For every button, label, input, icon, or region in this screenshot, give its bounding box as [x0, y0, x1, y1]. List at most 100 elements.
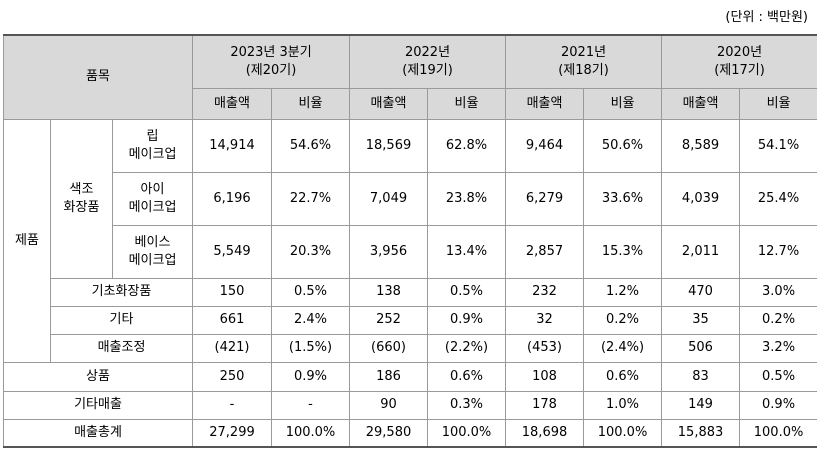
cell-ratio: (1.5%) — [271, 333, 350, 363]
period-year: 2023년 3분기 — [230, 44, 312, 60]
cell-sales: 29,580 — [349, 418, 428, 448]
cell-ratio: 100.0% — [739, 418, 817, 448]
header-period-2020: 2020년 (제17기) — [661, 34, 817, 89]
cell-sales: 4,039 — [661, 171, 741, 226]
cell-ratio: 54.1% — [739, 118, 817, 173]
row-label: 기타 — [50, 305, 193, 335]
period-term: (제20기) — [245, 62, 297, 78]
cell-sales: 8,589 — [661, 118, 741, 173]
cell-ratio: - — [271, 390, 350, 420]
cell-ratio: 0.6% — [426, 361, 507, 392]
row-label: 기초화장품 — [50, 277, 193, 307]
cell-ratio: 3.0% — [739, 277, 817, 307]
header-sales: 매출액 — [349, 87, 428, 120]
row-label-total: 매출총계 — [3, 418, 193, 448]
row-label: 립 메이크업 — [112, 118, 193, 173]
period-term: (제18기) — [558, 62, 609, 78]
cell-ratio: 1.0% — [583, 390, 663, 420]
cell-ratio: 33.6% — [583, 171, 663, 226]
cell-ratio: 23.8% — [426, 171, 507, 226]
period-year: 2021년 — [561, 44, 607, 60]
cell-ratio: 0.6% — [583, 361, 663, 392]
header-ratio: 비율 — [583, 87, 663, 120]
cell-sales: (660) — [349, 333, 428, 363]
cell-sales: 35 — [661, 305, 741, 335]
cell-sales: 32 — [505, 305, 585, 335]
cell-sales: 83 — [661, 361, 741, 392]
cell-sales: - — [192, 390, 272, 420]
cell-sales: 470 — [661, 277, 741, 307]
header-period-2021: 2021년 (제18기) — [505, 34, 663, 89]
row-label: 매출조정 — [50, 333, 193, 363]
cell-sales: 6,279 — [505, 171, 585, 226]
cell-sales: 108 — [505, 361, 585, 392]
cell-sales: 150 — [192, 277, 272, 307]
header-item: 품목 — [3, 34, 193, 120]
cell-sales: 250 — [192, 361, 272, 392]
cell-ratio: 0.2% — [739, 305, 817, 335]
cell-sales: 14,914 — [192, 118, 272, 173]
row-label: 아이 메이크업 — [112, 171, 193, 226]
sales-table: 품목 2023년 3분기 (제20기) 2022년 (제19기) 2021년 (… — [3, 34, 817, 448]
header-ratio: 비율 — [739, 87, 817, 120]
group-color-cosmetics: 색조 화장품 — [50, 118, 113, 279]
cell-sales: 9,464 — [505, 118, 585, 173]
cell-ratio: (2.2%) — [426, 333, 507, 363]
cell-ratio: 13.4% — [426, 224, 507, 279]
cell-sales: (453) — [505, 333, 585, 363]
cell-ratio: 0.5% — [271, 277, 350, 307]
cell-sales: 2,011 — [661, 224, 741, 279]
cell-ratio: 12.7% — [739, 224, 817, 279]
cell-ratio: 100.0% — [271, 418, 350, 448]
cell-sales: 661 — [192, 305, 272, 335]
header-sales: 매출액 — [192, 87, 272, 120]
cell-ratio: 54.6% — [271, 118, 350, 173]
cell-sales: 149 — [661, 390, 741, 420]
header-sales: 매출액 — [661, 87, 741, 120]
cell-sales: 18,698 — [505, 418, 585, 448]
cell-ratio: 22.7% — [271, 171, 350, 226]
cell-ratio: 3.2% — [739, 333, 817, 363]
cell-ratio: 50.6% — [583, 118, 663, 173]
cell-sales: 252 — [349, 305, 428, 335]
header-ratio: 비율 — [271, 87, 350, 120]
group-product: 제품 — [3, 118, 51, 363]
period-year: 2020년 — [717, 44, 763, 60]
cell-sales: 7,049 — [349, 171, 428, 226]
cell-ratio: 100.0% — [426, 418, 507, 448]
period-term: (제17기) — [714, 62, 765, 78]
cell-ratio: 100.0% — [583, 418, 663, 448]
cell-ratio: 0.9% — [271, 361, 350, 392]
unit-label: (단위 : 백만원) — [725, 10, 808, 25]
cell-ratio: 15.3% — [583, 224, 663, 279]
cell-sales: 232 — [505, 277, 585, 307]
cell-sales: 178 — [505, 390, 585, 420]
cell-sales: 90 — [349, 390, 428, 420]
cell-ratio: 1.2% — [583, 277, 663, 307]
cell-sales: 138 — [349, 277, 428, 307]
cell-sales: 186 — [349, 361, 428, 392]
cell-ratio: 0.2% — [583, 305, 663, 335]
row-label: 상품 — [3, 361, 193, 392]
cell-ratio: 20.3% — [271, 224, 350, 279]
cell-sales: (421) — [192, 333, 272, 363]
cell-sales: 27,299 — [192, 418, 272, 448]
header-period-2023q3: 2023년 3분기 (제20기) — [192, 34, 350, 89]
cell-ratio: 0.5% — [739, 361, 817, 392]
period-term: (제19기) — [402, 62, 453, 78]
cell-ratio: 0.3% — [426, 390, 507, 420]
cell-ratio: (2.4%) — [583, 333, 663, 363]
period-year: 2022년 — [404, 44, 451, 60]
cell-ratio: 0.9% — [739, 390, 817, 420]
cell-ratio: 25.4% — [739, 171, 817, 226]
cell-ratio: 0.5% — [426, 277, 507, 307]
header-sales: 매출액 — [505, 87, 585, 120]
cell-sales: 2,857 — [505, 224, 585, 279]
cell-sales: 506 — [661, 333, 741, 363]
cell-sales: 15,883 — [661, 418, 741, 448]
cell-sales: 18,569 — [349, 118, 428, 173]
row-label: 베이스 메이크업 — [112, 224, 193, 279]
cell-ratio: 0.9% — [426, 305, 507, 335]
header-ratio: 비율 — [426, 87, 507, 120]
row-label: 기타매출 — [3, 390, 193, 420]
